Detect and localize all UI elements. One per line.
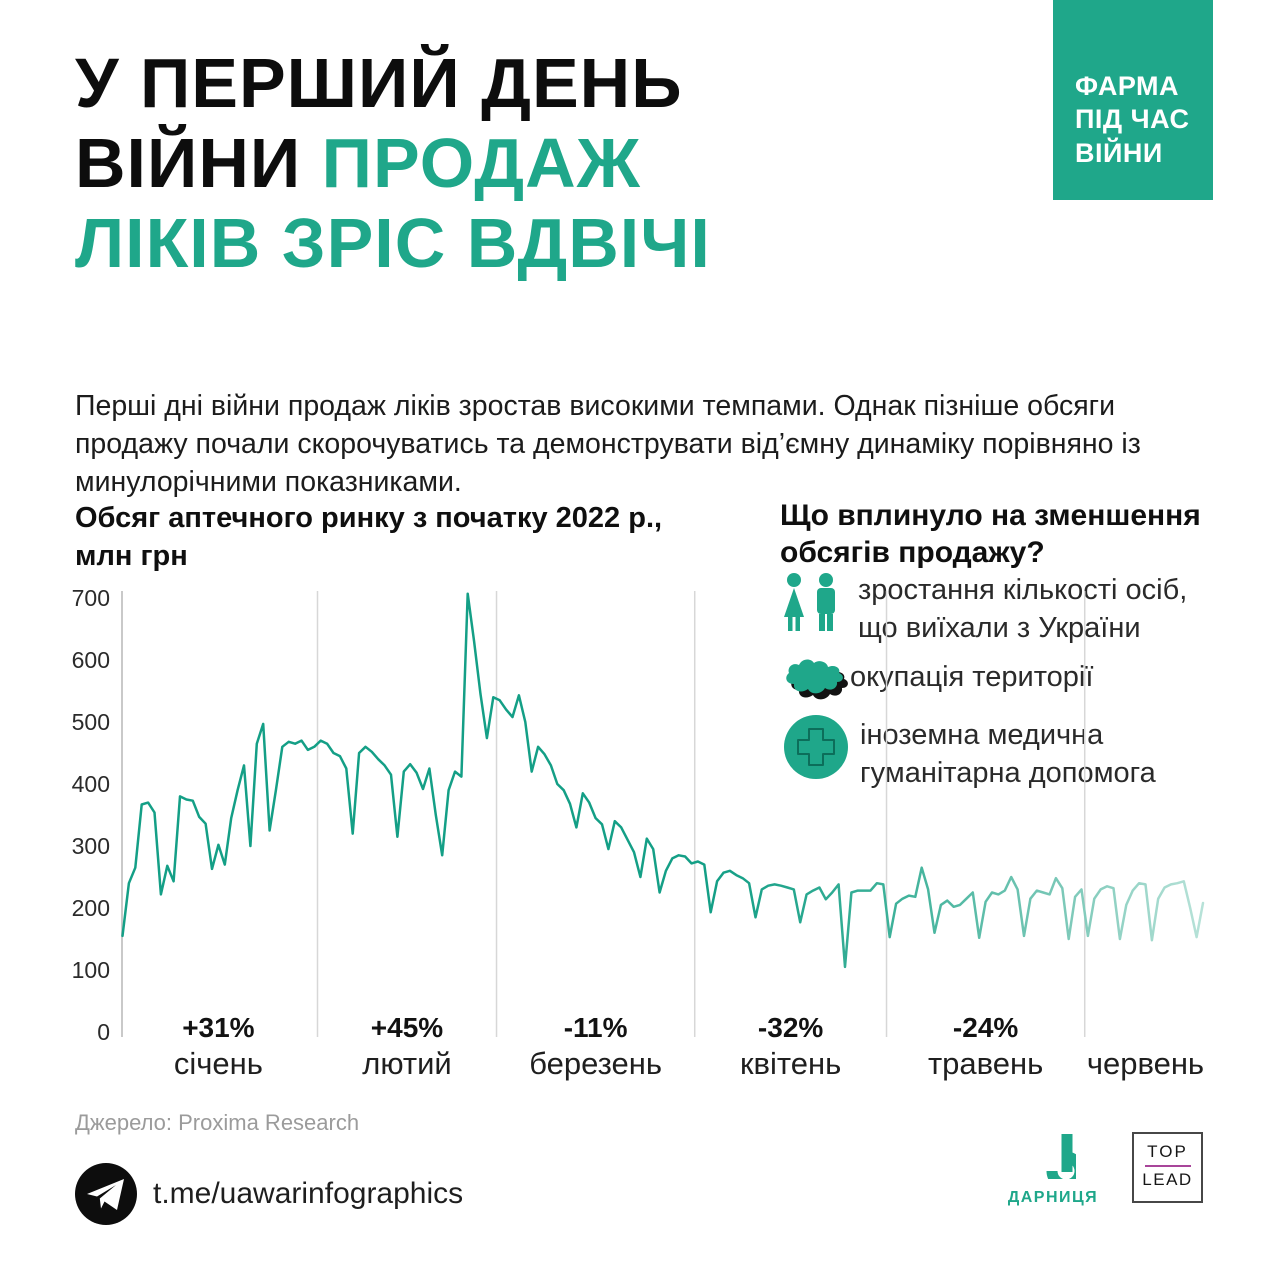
month-label: -24% травень — [928, 1012, 1043, 1082]
sales-line — [121, 592, 1205, 969]
month-name: травень — [927, 1046, 1044, 1081]
month-label: +45% лютий — [362, 1012, 452, 1082]
factor-line: іноземна медична — [860, 719, 1104, 751]
chart-heading: Обсяг аптечного ринку з початку 2022 р.,… — [75, 500, 662, 575]
intro-paragraph: Перші дні війни продаж ліків зростав вис… — [75, 389, 1141, 498]
factor-text: окупація території — [850, 659, 1093, 697]
month-label: червень — [1087, 1012, 1204, 1082]
month-change-pct: -24% — [952, 1012, 1019, 1043]
factor-line: гуманітарна допомога — [860, 756, 1156, 789]
title-line1: У ПЕРШИЙ ДЕНЬ — [75, 44, 683, 122]
title-line2-black: ВІЙНИ — [75, 123, 302, 202]
series-badge: ФАРМА ПІД ЧАС ВІЙНИ — [1053, 0, 1213, 200]
badge-line: ВІЙНИ — [1075, 137, 1163, 168]
darnytsia-mark-icon — [1046, 1134, 1086, 1191]
month-change-pct: +31% — [182, 1012, 255, 1043]
darnytsia-wordmark: ДАРНИЦЯ — [1007, 1189, 1099, 1206]
source-note: Джерело: Proxima Research — [75, 1110, 360, 1135]
badge-line: ПІД ЧАС — [1075, 104, 1190, 135]
badge-line: ФАРМА — [1075, 71, 1180, 101]
month-change-pct: -32% — [757, 1012, 824, 1043]
month-label: +31% січень — [174, 1012, 263, 1082]
factor-line: зростання кількості осіб, — [858, 574, 1188, 606]
title-line3-accent: ЛІКІВ ЗРІС ВДВІЧІ — [75, 203, 711, 282]
factor-item-humanitarian-aid: іноземна медична гуманітарна допомога — [782, 713, 1232, 793]
factors-heading: Що вплинуло на зменшення обсягів продажу… — [780, 498, 1201, 571]
y-tick-label: 700 — [72, 585, 110, 611]
y-tick-label: 600 — [72, 647, 110, 673]
y-tick-label: 400 — [72, 771, 110, 797]
factor-line: окупація території — [850, 661, 1094, 693]
medical-cross-icon — [782, 713, 850, 786]
y-tick-label: 100 — [72, 957, 110, 983]
factor-text: зростання кількості осіб, що виїхали з У… — [858, 572, 1187, 647]
y-tick-label: 0 — [97, 1019, 110, 1045]
y-tick-label: 500 — [72, 709, 110, 735]
telegram-icon — [75, 1163, 137, 1225]
toplead-bottom-text: LEAD — [1142, 1170, 1193, 1189]
month-name: червень — [1086, 1046, 1205, 1081]
month-name: січень — [173, 1046, 263, 1081]
factor-line: що виїхали з України — [858, 611, 1141, 644]
month-name: лютий — [362, 1046, 452, 1081]
factor-item-emigration: зростання кількості осіб, що виїхали з У… — [780, 572, 1230, 644]
factors-heading-line1: Що вплинуло на зменшення — [780, 499, 1201, 532]
darnytsia-logo: ДАРНИЦЯ — [998, 1131, 1108, 1207]
month-label: -11% березень — [529, 1012, 662, 1082]
month-name: квітень — [739, 1046, 842, 1081]
month-change-pct — [1087, 1012, 1204, 1046]
month-label: -32% квітень — [740, 1012, 841, 1082]
telegram-handle: t.me/uawarinfographics — [153, 1177, 464, 1210]
people-icon — [780, 572, 844, 639]
factors-heading-line2: обсягів продажу? — [780, 535, 1045, 569]
title-line2-accent: ПРОДАЖ — [321, 123, 641, 202]
factor-item-occupation: окупація території — [772, 645, 1222, 705]
toplead-logo: TOP LEAD — [1132, 1132, 1203, 1203]
page-title: У ПЕРШИЙ ДЕНЬ ВІЙНИ ПРОДАЖ ЛІКІВ ЗРІС ВД… — [75, 44, 711, 283]
month-change-pct: -11% — [563, 1012, 628, 1043]
toplead-divider — [1144, 1165, 1191, 1167]
month-name: березень — [529, 1046, 663, 1081]
toplead-top-text: TOP — [1147, 1142, 1188, 1161]
chart-heading-line1: Обсяг аптечного ринку з початку 2022 р., — [75, 502, 663, 534]
factor-text: іноземна медична гуманітарна допомога — [860, 717, 1156, 792]
ukraine-map-icon — [772, 645, 850, 712]
y-tick-label: 300 — [72, 833, 110, 859]
month-change-pct: +45% — [370, 1012, 444, 1043]
sales-chart: 0 100 200 300 400 500 600 700 — [72, 585, 1205, 1045]
y-tick-label: 200 — [72, 895, 110, 921]
chart-heading-line2: млн грн — [75, 539, 188, 572]
